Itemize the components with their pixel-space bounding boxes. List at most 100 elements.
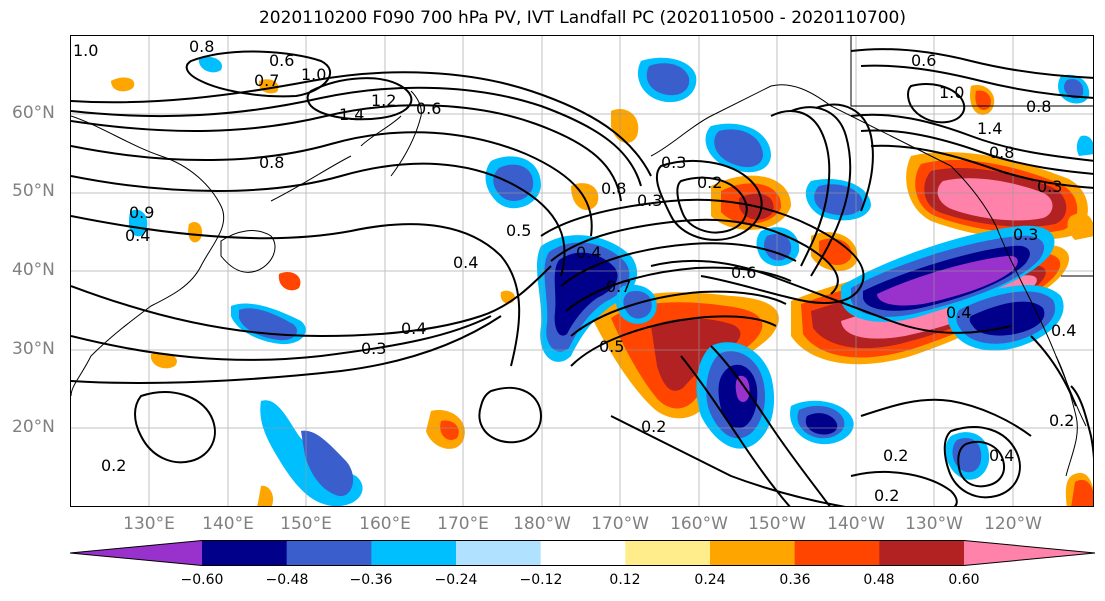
lon-label: 170°W <box>591 514 649 534</box>
contour-label: 0.3 <box>661 153 686 172</box>
contour-line <box>943 426 1021 499</box>
shade-negative <box>735 375 750 402</box>
contour-line <box>655 160 763 241</box>
contour-label: 0.6 <box>416 99 441 118</box>
colorbar-cell <box>879 540 965 566</box>
coast-kuril <box>270 115 402 202</box>
contour-line <box>907 83 966 124</box>
contour-label: 0.4 <box>989 446 1014 465</box>
shade-negative <box>646 63 690 96</box>
shade-negative <box>952 438 982 473</box>
pv-contours <box>71 48 1093 506</box>
contour-label: 0.7 <box>606 277 631 296</box>
contour-line <box>790 106 852 277</box>
coast-japan <box>220 230 276 273</box>
contour-line <box>815 103 874 212</box>
contour-line <box>1070 385 1093 459</box>
lon-label: 150°W <box>748 514 806 534</box>
contour-label: 1.0 <box>301 65 326 84</box>
shade-negative <box>714 129 763 168</box>
contour-label: 1.2 <box>371 91 396 110</box>
contour-label: 0.2 <box>1049 411 1074 430</box>
contour-label: 0.5 <box>506 221 531 240</box>
colorbar-cell <box>794 540 880 566</box>
lat-label: 50°N <box>12 181 55 201</box>
contour-line <box>770 110 831 267</box>
colorbar-cell <box>710 540 796 566</box>
lat-label: 60°N <box>12 103 55 123</box>
lon-label: 160°E <box>359 514 411 534</box>
coast-kamchatka <box>390 90 422 177</box>
shade-positive <box>257 485 274 506</box>
contour-label: 0.6 <box>269 51 294 70</box>
colorbar-tick-label: 0.60 <box>948 572 980 588</box>
shade-positive <box>1071 479 1093 506</box>
contour-line <box>540 198 865 304</box>
contour-line <box>560 242 797 287</box>
colorbar-tick-label: 0.36 <box>779 572 811 588</box>
contour-line <box>570 315 777 367</box>
contour-label: 0.2 <box>883 446 908 465</box>
contour-label: 0.2 <box>874 486 899 505</box>
contour-label: 0.3 <box>1013 225 1038 244</box>
contour-label: 1.4 <box>977 119 1002 138</box>
contour-line <box>565 266 792 312</box>
map-panel: 1.0 0.8 0.6 0.7 1.0 1.4 1.2 0.6 0.8 0.9 … <box>70 35 1094 507</box>
colorbar-cell <box>202 540 288 566</box>
shade-negative <box>877 255 1018 306</box>
contour-label: 0.8 <box>259 153 284 172</box>
shade-positive <box>440 420 459 441</box>
shade-negative <box>814 184 863 216</box>
contour-line <box>850 113 1093 162</box>
shade-positive <box>651 318 741 391</box>
lon-label: 160°W <box>670 514 728 534</box>
contour-line <box>71 71 652 177</box>
contour-label: 0.2 <box>101 456 126 475</box>
contour-line <box>850 48 1093 79</box>
map-title: 2020110200 F090 700 hPa PV, IVT Landfall… <box>258 8 906 28</box>
lat-label: 40°N <box>12 260 55 280</box>
shade-positive <box>1067 213 1093 240</box>
colorbar-tick-label: 0.48 <box>863 572 895 588</box>
contour-label: 1.4 <box>339 105 364 124</box>
contour-label: 0.6 <box>911 51 936 70</box>
colorbar-cell <box>964 540 1095 566</box>
contour-line <box>860 398 1032 437</box>
contour-line <box>71 315 502 384</box>
shade-negative <box>764 233 792 261</box>
contour-label: 0.4 <box>125 226 150 245</box>
shade-positive <box>188 221 203 243</box>
contour-label: 0.4 <box>1051 321 1076 340</box>
contour-line <box>550 218 839 295</box>
contour-line <box>478 386 543 444</box>
lon-label: 180°W <box>513 514 571 534</box>
colorbar-cell <box>540 540 626 566</box>
contour-line <box>850 470 958 506</box>
lat-label: 30°N <box>12 339 55 359</box>
shade-positive <box>150 352 177 369</box>
contour-line <box>860 129 1093 175</box>
contour-label: 0.8 <box>189 37 214 56</box>
contour-label: 0.5 <box>599 337 624 356</box>
colorbar-outline <box>70 540 1096 566</box>
lon-label: 130°E <box>123 514 175 534</box>
contour-label: 0.2 <box>697 173 722 192</box>
coastlines <box>71 36 1093 477</box>
contour-line <box>71 315 492 361</box>
border-ca-us <box>850 36 1093 107</box>
shade-negative <box>554 252 618 336</box>
contour-line <box>610 415 846 506</box>
contour-line <box>185 50 332 98</box>
lat-label: 20°N <box>12 417 55 437</box>
lon-label: 170°E <box>437 514 489 534</box>
colorbar-tick-label: −0.24 <box>434 572 478 588</box>
colorbar-cell <box>70 540 202 566</box>
lon-label: 120°W <box>984 514 1042 534</box>
contour-line <box>870 144 1093 189</box>
shade-negative <box>198 56 222 73</box>
shade-positive <box>111 77 135 92</box>
contour-line <box>71 131 593 237</box>
colorbar-tick-label: 0.12 <box>609 572 641 588</box>
lon-label: 130°W <box>905 514 963 534</box>
shade-positive <box>975 90 991 111</box>
